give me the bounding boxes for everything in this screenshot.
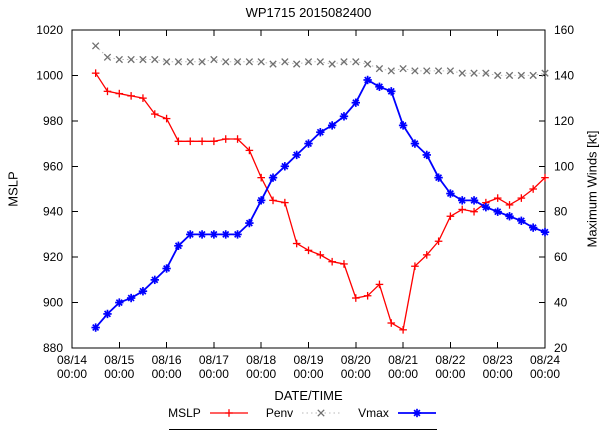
svg-text:08/22: 08/22 <box>435 353 465 367</box>
legend-rule <box>169 429 437 430</box>
svg-text:120: 120 <box>554 114 574 128</box>
svg-text:08/23: 08/23 <box>483 353 513 367</box>
svg-text:00:00: 00:00 <box>388 367 418 381</box>
svg-text:00:00: 00:00 <box>341 367 371 381</box>
svg-text:00:00: 00:00 <box>483 367 513 381</box>
svg-text:60: 60 <box>554 250 568 264</box>
svg-text:08/21: 08/21 <box>388 353 418 367</box>
svg-text:00:00: 00:00 <box>246 367 276 381</box>
legend-sample-vmax <box>397 408 436 418</box>
legend-label-penv: Penv <box>265 406 294 420</box>
legend-sample-penv <box>302 409 341 417</box>
svg-text:08/18: 08/18 <box>246 353 276 367</box>
svg-text:08/19: 08/19 <box>293 353 323 367</box>
svg-text:00:00: 00:00 <box>530 367 560 381</box>
legend-label-mslp: MSLP <box>168 406 201 420</box>
svg-text:920: 920 <box>43 250 63 264</box>
legend-item-vmax: Vmax <box>358 406 438 420</box>
legend-item-penv: Penv <box>266 406 342 420</box>
svg-text:140: 140 <box>554 68 574 82</box>
svg-text:900: 900 <box>43 296 63 310</box>
legend-label-vmax: Vmax <box>358 406 389 420</box>
svg-text:980: 980 <box>43 114 63 128</box>
legend: MSLP Penv Vmax <box>0 406 606 420</box>
svg-text:880: 880 <box>43 341 63 355</box>
svg-text:00:00: 00:00 <box>435 367 465 381</box>
svg-text:20: 20 <box>554 341 568 355</box>
svg-text:00:00: 00:00 <box>199 367 229 381</box>
svg-text:00:00: 00:00 <box>152 367 182 381</box>
svg-text:40: 40 <box>554 296 568 310</box>
svg-text:08/14: 08/14 <box>57 353 87 367</box>
svg-text:08/15: 08/15 <box>104 353 134 367</box>
legend-item-mslp: MSLP <box>168 406 250 420</box>
svg-text:08/17: 08/17 <box>199 353 229 367</box>
chart-title: WP1715 2015082400 <box>245 5 372 20</box>
svg-text:1020: 1020 <box>36 23 63 37</box>
svg-text:00:00: 00:00 <box>104 367 134 381</box>
svg-text:08/16: 08/16 <box>152 353 182 367</box>
svg-text:940: 940 <box>43 205 63 219</box>
svg-text:00:00: 00:00 <box>293 367 323 381</box>
svg-text:100: 100 <box>554 159 574 173</box>
svg-text:00:00: 00:00 <box>57 367 87 381</box>
svg-text:08/20: 08/20 <box>341 353 371 367</box>
svg-text:1000: 1000 <box>36 68 63 82</box>
svg-text:08/24: 08/24 <box>530 353 560 367</box>
svg-text:80: 80 <box>554 205 568 219</box>
svg-text:960: 960 <box>43 159 63 173</box>
legend-sample-mslp <box>209 409 248 417</box>
x-axis-label: DATE/TIME <box>274 388 343 403</box>
svg-text:160: 160 <box>554 23 574 37</box>
